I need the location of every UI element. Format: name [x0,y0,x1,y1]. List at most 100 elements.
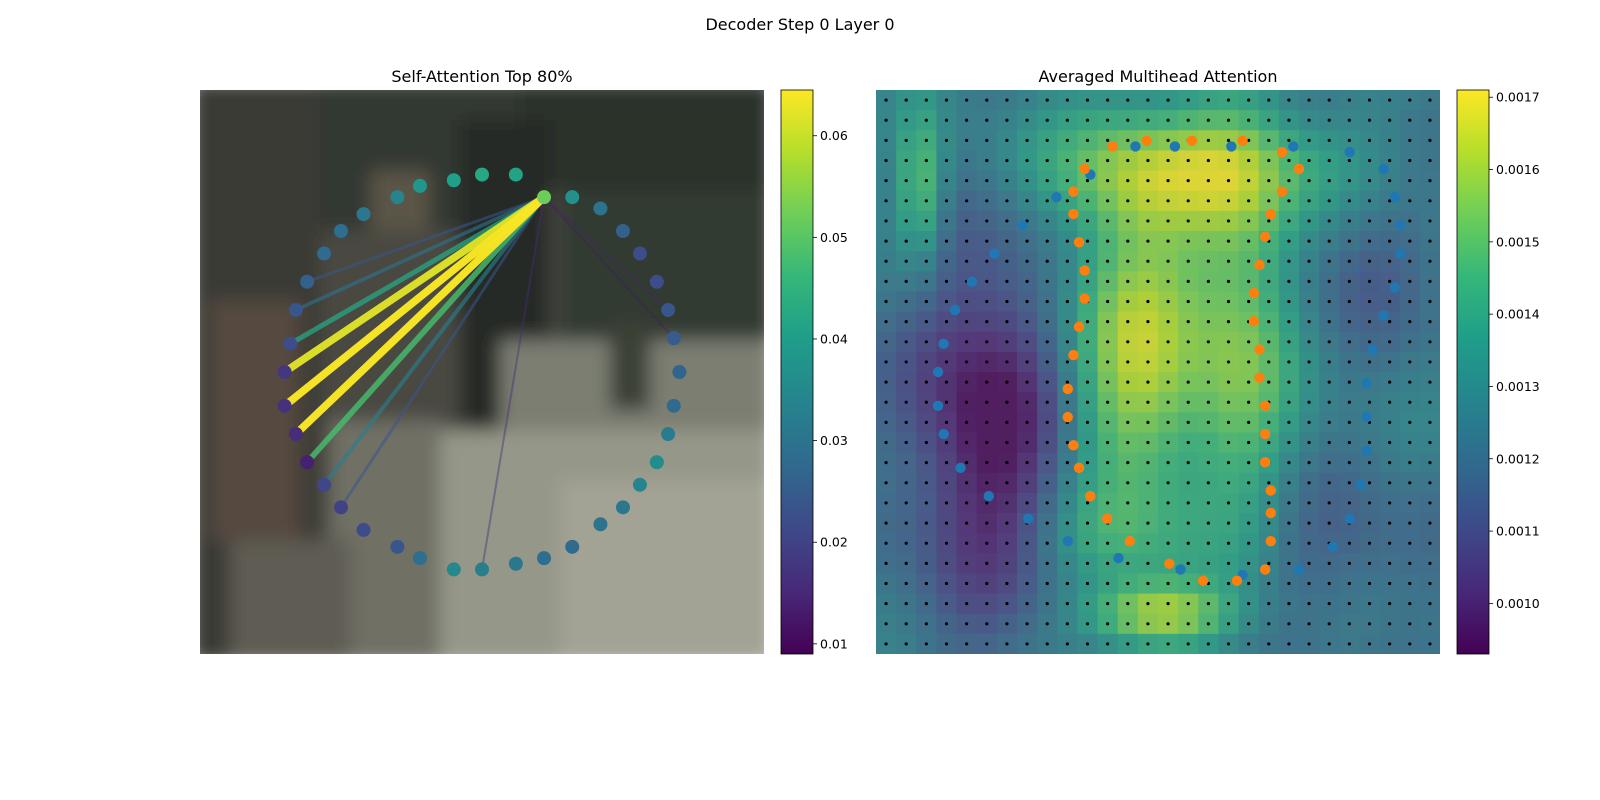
grid-dot [944,380,949,384]
grid-dot [1408,642,1412,646]
grid-dot [1106,158,1110,163]
grid-dot [1065,299,1069,304]
grid-dot [965,380,969,384]
grid-dot [1085,541,1090,545]
grid-dot [1247,219,1251,223]
grid-dot [1005,521,1009,525]
grid-dot [1327,118,1331,122]
grid-dot [1045,138,1049,142]
grid-dot [1388,279,1392,283]
grid-dot [1226,118,1231,122]
grid-dot [1126,380,1130,384]
grid-dot [1347,561,1351,565]
grid-dot [1045,239,1049,243]
token-point [446,173,461,188]
grid-dot [1388,138,1392,142]
grid-dot [1327,279,1331,283]
grid-dot [944,622,949,626]
grid-dot [1025,602,1029,606]
grid-dot [1388,481,1392,485]
grid-dot [1146,581,1150,586]
grid-dot [1367,400,1372,404]
inner-contour-point [1248,287,1260,299]
grid-dot [904,138,908,142]
grid-dot [1126,199,1130,203]
grid-dot [1045,602,1049,606]
grid-dot [1267,642,1271,646]
outer-contour-point [1361,378,1372,389]
grid-dot [1005,138,1009,142]
token-point [593,517,608,532]
grid-dot [1186,541,1190,545]
grid-dot [1247,400,1251,404]
grid-dot [1247,279,1251,283]
grid-dot [1005,561,1009,565]
grid-dot [1287,581,1291,586]
grid-dot [1388,179,1392,183]
grid-dot [1347,118,1351,122]
inner-contour-point [1186,135,1198,146]
grid-dot [1247,622,1251,626]
grid-dot [1287,199,1291,203]
grid-dot [1146,481,1150,485]
grid-dot [965,219,969,223]
grid-dot [884,461,888,465]
grid-dot [965,642,969,646]
grid-dot [965,360,969,364]
grid-dot [1166,581,1170,586]
grid-dot [884,481,888,485]
grid-dot [1085,581,1090,586]
grid-dot [944,642,949,646]
grid-dot [1307,541,1311,545]
grid-dot [1106,239,1110,243]
grid-dot [1226,158,1231,163]
grid-dot [1367,581,1372,586]
grid-dot [1045,461,1049,465]
grid-dot [1146,259,1150,263]
grid-dot [884,622,888,626]
token-point [666,398,681,413]
grid-dot [1186,642,1190,646]
grid-dot [1085,400,1090,404]
token-point [390,539,405,554]
grid-dot [1408,199,1412,203]
inner-contour-point [1068,440,1079,451]
grid-dot [904,541,908,545]
grid-dot [1146,239,1150,243]
grid-dot [1126,340,1130,344]
grid-dot [1408,239,1412,243]
inner-contour-point [1079,293,1090,304]
grid-dot [1126,118,1130,122]
grid-dot [904,179,908,183]
grid-dot [1247,541,1251,545]
outer-contour-point [1017,220,1028,231]
grid-dot [1206,138,1210,142]
grid-dot [1287,400,1291,404]
grid-dot [924,481,928,485]
grid-dot [1186,340,1190,344]
token-point [649,274,664,289]
grid-dot [1347,299,1351,304]
outer-contour-point [1113,552,1124,564]
grid-dot [1025,320,1029,324]
attention-link [306,195,545,284]
multihead-colorbar-tick-label: 0.0010 [1496,596,1540,611]
inner-contour-point [1265,507,1277,519]
attention-link [282,194,547,409]
token-point [412,178,427,193]
grid-dot [1388,461,1392,465]
token-point [334,500,348,515]
grid-dot [1106,622,1110,626]
grid-dot [1327,158,1331,163]
grid-dot [1005,199,1009,203]
grid-dot [1226,400,1231,404]
grid-dot [1428,199,1432,203]
inner-contour-point [1073,462,1085,474]
outer-contour-point [989,248,1000,259]
grid-dot [1408,118,1412,122]
outer-contour-point [1395,248,1406,259]
grid-dot [1206,420,1210,424]
token-point [283,336,298,351]
grid-dot [944,158,949,163]
token-point [616,500,630,515]
